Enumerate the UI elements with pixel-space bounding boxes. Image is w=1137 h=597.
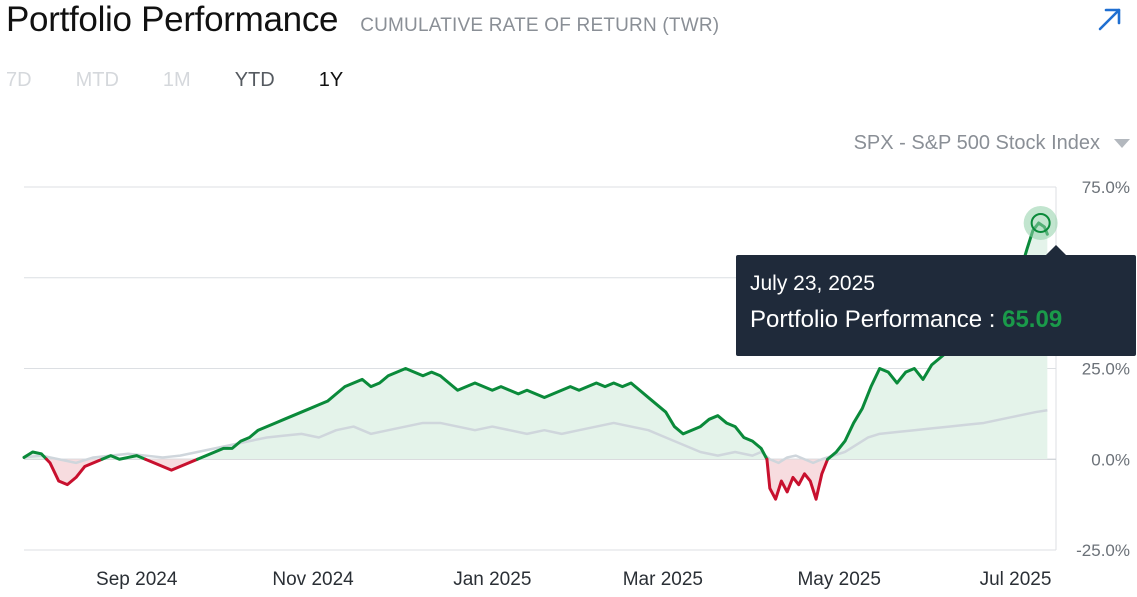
area-layer: [24, 222, 1048, 500]
benchmark-layer: [23, 409, 1048, 465]
caret-down-icon: [1114, 139, 1130, 148]
y-tick-label: 75.0%: [1082, 178, 1130, 197]
tooltip-date: July 23, 2025: [750, 272, 875, 295]
tooltip-line: Portfolio Performance : 65.09: [750, 305, 1136, 335]
area-negative: [24, 459, 1048, 500]
portfolio-line-negative: [45, 457, 104, 487]
axis-layer: 75.0% 25.0% 0.0% -25.0% Sep 2024 Nov 2024 Jan …: [96, 178, 1130, 590]
page-title: Portfolio Performance: [6, 0, 339, 39]
x-tick-label: Jul 2025: [980, 569, 1052, 590]
period-7d[interactable]: 7D: [6, 69, 32, 91]
y-tick-label: 0.0%: [1091, 450, 1130, 469]
tooltip-series-label: Portfolio Performance :: [750, 306, 996, 333]
highlight-point: [1030, 212, 1051, 233]
portfolio-line-positive: [195, 367, 769, 461]
portfolio-line-negative: [765, 457, 830, 501]
period-mtd[interactable]: MTD: [75, 69, 119, 91]
header: Portfolio Performance CUMULATIVE RATE OF…: [6, 0, 719, 44]
benchmark-label: SPX - S&P 500 Stock Index: [853, 132, 1100, 154]
benchmark-line: [23, 409, 1048, 465]
period-1y[interactable]: 1Y: [318, 69, 344, 91]
x-tick-label: Mar 2025: [623, 569, 703, 590]
highlight-halo: [1023, 205, 1058, 240]
y-tick-label: 25.0%: [1082, 360, 1130, 379]
y-tick-label: -25.0%: [1076, 541, 1130, 560]
x-tick-label: Sep 2024: [96, 569, 178, 590]
tooltip-value: 65.09: [1002, 306, 1063, 333]
x-tick-label: Jan 2025: [453, 569, 531, 590]
period-1m[interactable]: 1M: [162, 69, 191, 91]
grid-layer: [24, 186, 1057, 551]
chart-tooltip: July 23, 2025 Portfolio Performance : 65…: [736, 245, 1136, 356]
portfolio-line-negative: [143, 457, 199, 472]
area-positive: [24, 222, 1048, 460]
x-tick-label: May 2025: [797, 569, 880, 590]
page-subtitle: CUMULATIVE RATE OF RETURN (TWR): [360, 15, 720, 36]
period-selector: 7D MTD 1M YTD 1Y: [6, 68, 387, 92]
portfolio-line-positive: [22, 450, 49, 461]
period-ytd[interactable]: YTD: [234, 69, 275, 91]
portfolio-line-positive: [100, 454, 147, 461]
expand-arrow-icon[interactable]: [1097, 6, 1123, 32]
x-tick-label: Nov 2024: [272, 569, 354, 590]
benchmark-dropdown[interactable]: SPX - S&P 500 Stock Index: [854, 132, 1130, 155]
marker-layer: [1023, 205, 1058, 240]
